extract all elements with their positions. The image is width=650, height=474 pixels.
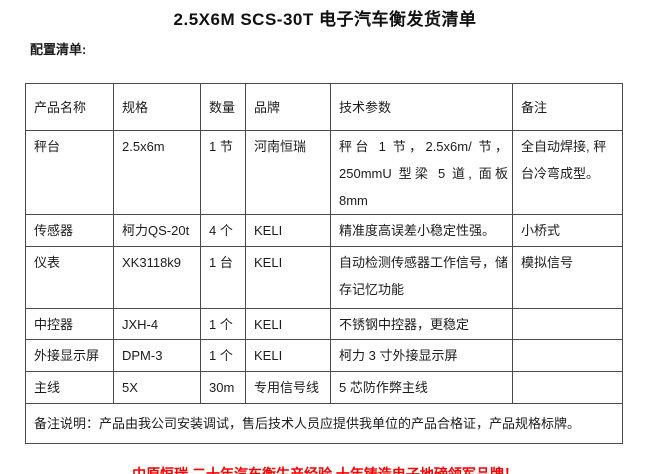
- page-title: 2.5X6M SCS-30T 电子汽车衡发货清单: [173, 10, 477, 29]
- cell-qty: 1 个: [200, 308, 246, 340]
- config-table: 产品名称 规格 数量 品牌 技术参数 备注 秤台 2.5x6m 1 节 河南恒瑞…: [25, 83, 623, 444]
- cell-brand: KELI: [245, 246, 331, 309]
- cell-brand: KELI: [245, 339, 331, 372]
- footer-slogan: 中原恒瑞 二十年汽车衡生产经验 十年铸造电子地磅领军品牌！: [132, 466, 518, 474]
- cell-spec: XK3118k9: [113, 246, 201, 309]
- cell-brand: 河南恒瑞: [245, 130, 331, 215]
- cell-spec: 2.5x6m: [113, 130, 201, 215]
- cell-product-name: 主线: [25, 371, 114, 404]
- cell-spec: JXH-4: [113, 308, 201, 340]
- section-label: 配置清单:: [30, 42, 87, 57]
- cell-params: 精准度高误差小稳定性强。: [330, 214, 513, 247]
- cell-qty: 1 台: [200, 246, 246, 309]
- cell-params: 5 芯防作弊主线: [330, 371, 513, 404]
- cell-spec: 柯力QS-20t: [113, 214, 201, 247]
- cell-product-name: 秤台: [25, 130, 114, 215]
- table-row-indicator: 仪表 XK3118k9 1 台 KELI 自动检测传感器工作信号，储存记忆功能 …: [25, 246, 623, 309]
- table-row-controller: 中控器 JXH-4 1 个 KELI 不锈钢中控器，更稳定: [25, 308, 623, 340]
- cell-note: [512, 339, 623, 372]
- cell-note: 全自动焊接, 秤台冷弯成型。: [512, 130, 623, 215]
- header-qty: 数量: [200, 83, 246, 131]
- cell-product-name: 中控器: [25, 308, 114, 340]
- cell-qty: 1 个: [200, 339, 246, 372]
- table-row-platform: 秤台 2.5x6m 1 节 河南恒瑞 秤台 1 节，2.5x6m/ 节，250m…: [25, 130, 623, 215]
- cell-brand: KELI: [245, 214, 331, 247]
- cell-spec: DPM-3: [113, 339, 201, 372]
- cell-product-name: 传感器: [25, 214, 114, 247]
- table-footnote: 备注说明：产品由我公司安装调试，售后技术人员应提供我单位的产品合格证，产品规格标…: [25, 403, 623, 444]
- cell-params: 不锈钢中控器，更稳定: [330, 308, 513, 340]
- table-footnote-row: 备注说明：产品由我公司安装调试，售后技术人员应提供我单位的产品合格证，产品规格标…: [25, 403, 623, 444]
- document-page: 2.5X6M SCS-30T 电子汽车衡发货清单 配置清单: 产品名称 规格 数…: [0, 8, 650, 474]
- header-params: 技术参数: [330, 83, 513, 131]
- cell-params: 自动检测传感器工作信号，储存记忆功能: [330, 246, 513, 309]
- table-row-display: 外接显示屏 DPM-3 1 个 KELI 柯力 3 寸外接显示屏: [25, 339, 623, 372]
- header-brand: 品牌: [245, 83, 331, 131]
- cell-spec: 5X: [113, 371, 201, 404]
- cell-product-name: 仪表: [25, 246, 114, 309]
- header-spec: 规格: [113, 83, 201, 131]
- cell-product-name: 外接显示屏: [25, 339, 114, 372]
- cell-params: 秤台 1 节，2.5x6m/ 节，250mmU 型梁 5 道, 面板 8mm: [330, 130, 513, 215]
- cell-qty: 30m: [200, 371, 246, 404]
- cell-note: 模拟信号: [512, 246, 623, 309]
- header-row: 产品名称 规格 数量 品牌 技术参数 备注: [25, 83, 623, 131]
- cell-params: 柯力 3 寸外接显示屏: [330, 339, 513, 372]
- table-row-sensor: 传感器 柯力QS-20t 4 个 KELI 精准度高误差小稳定性强。 小桥式: [25, 214, 623, 247]
- cell-note: [512, 308, 623, 340]
- cell-note: [512, 371, 623, 404]
- header-note: 备注: [512, 83, 623, 131]
- cell-brand: 专用信号线: [245, 371, 331, 404]
- header-product-name: 产品名称: [25, 83, 114, 131]
- table-row-mainline: 主线 5X 30m 专用信号线 5 芯防作弊主线: [25, 371, 623, 404]
- cell-brand: KELI: [245, 308, 331, 340]
- cell-qty: 4 个: [200, 214, 246, 247]
- cell-qty: 1 节: [200, 130, 246, 215]
- cell-note: 小桥式: [512, 214, 623, 247]
